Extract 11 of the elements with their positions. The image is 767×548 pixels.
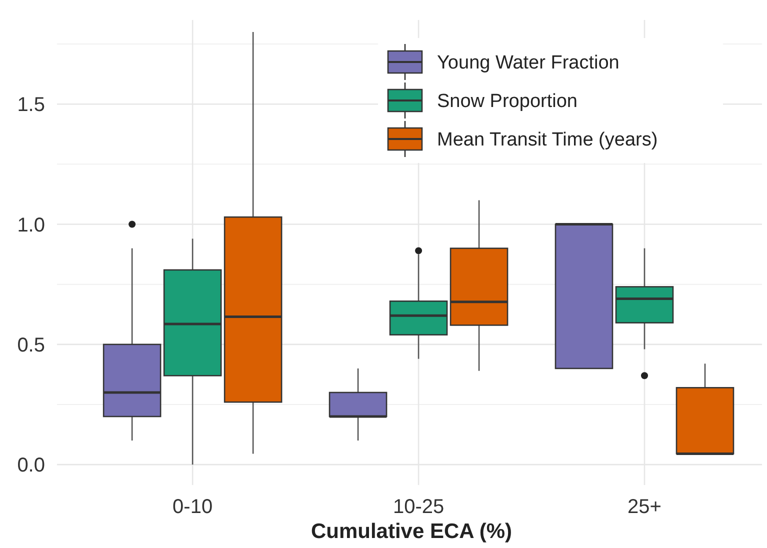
- y-tick-label: 1.0: [17, 214, 45, 236]
- legend-label: Mean Transit Time (years): [437, 130, 658, 151]
- x-tick-label: 10-25: [392, 496, 444, 518]
- y-tick-label: 0.0: [17, 454, 45, 477]
- x-axis-title: Cumulative ECA (%): [310, 520, 512, 543]
- x-tick-label: 25+: [628, 496, 662, 518]
- y-tick-label: 1.5: [17, 94, 45, 116]
- legend-label: Snow Proportion: [437, 91, 578, 112]
- x-tick-label: 0-10: [172, 496, 213, 518]
- legend-label: Young Water Fraction: [437, 52, 620, 74]
- y-tick-label: 0.5: [17, 334, 45, 356]
